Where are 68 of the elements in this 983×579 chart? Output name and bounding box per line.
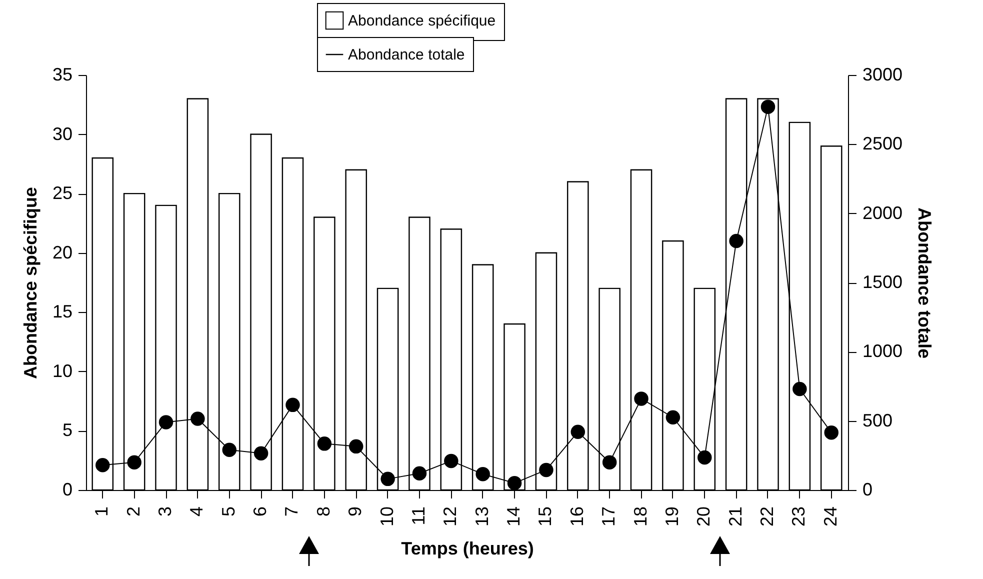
x-tick-label: 16	[566, 506, 587, 527]
y-tick-label: 15	[52, 302, 72, 322]
x-tick-label: 18	[630, 506, 650, 527]
y-tick-label: 0	[62, 480, 72, 500]
x-tick-label: 21	[725, 506, 746, 527]
x-tick-label: 12	[440, 506, 460, 527]
y2-tick-label: 500	[862, 410, 893, 430]
y-tick-label: 25	[52, 183, 72, 204]
point	[348, 439, 364, 454]
y2-tick-label: 2000	[862, 202, 903, 223]
x-tick-label: 17	[598, 506, 619, 527]
y2-tick-label: 1500	[862, 272, 903, 292]
point	[824, 425, 838, 440]
x-tick-label: 20	[694, 506, 714, 527]
point	[444, 454, 458, 468]
x-axis-title: Temps (heures)	[401, 538, 534, 559]
x-tick-label: 10	[376, 506, 397, 527]
y-axis-title: Abondance spécifique	[20, 186, 40, 380]
x-tick-label: 23	[788, 506, 809, 527]
point	[476, 466, 490, 482]
point	[286, 398, 300, 412]
point	[698, 450, 712, 465]
x-tick-label: 4	[186, 506, 207, 517]
x-tick-label: 22	[757, 506, 777, 527]
y2-tick-label: 0	[862, 480, 873, 500]
x-tick-label: 2	[123, 506, 144, 517]
y-tick-label: 30	[52, 124, 72, 144]
y2-axis-title: Abondance totale	[914, 207, 935, 359]
y-tick-label: 35	[52, 64, 72, 84]
point	[380, 472, 395, 486]
point	[760, 100, 776, 114]
point	[158, 415, 174, 430]
x-tick-label: 13	[472, 506, 492, 527]
point	[539, 462, 554, 478]
point	[222, 442, 236, 457]
x-tick-label: 6	[250, 506, 270, 517]
point	[570, 424, 586, 440]
x-tick-label: 3	[155, 506, 175, 517]
x-tick-label: 14	[504, 506, 524, 527]
point	[666, 410, 680, 424]
x-tick-label: 5	[218, 506, 238, 517]
legend-label: Abondance totale	[348, 46, 465, 64]
point	[317, 436, 332, 451]
x-tick-label: 24	[820, 506, 840, 527]
x-tick-label: 8	[313, 506, 334, 517]
y-tick-label: 5	[62, 420, 72, 440]
x-tick-label: 9	[345, 506, 366, 517]
x-tick-label: 15	[535, 506, 556, 527]
point	[729, 234, 744, 248]
x-tick-label: 11	[408, 506, 428, 526]
x-tick-label: 7	[282, 506, 302, 517]
point	[96, 458, 110, 472]
legend-label: Abondance spécifique	[348, 12, 496, 30]
y-tick-label: 20	[52, 242, 72, 262]
y2-tick-label: 1000	[862, 341, 903, 362]
point	[602, 455, 617, 470]
point	[792, 382, 807, 396]
point	[507, 476, 522, 490]
y2-tick-label: 2500	[862, 134, 903, 154]
point	[190, 412, 205, 426]
point	[254, 446, 268, 460]
y-tick-label: 10	[52, 360, 72, 381]
point	[634, 392, 648, 406]
point	[412, 466, 427, 481]
x-tick-label: 1	[92, 506, 112, 517]
point	[127, 455, 142, 470]
x-tick-label: 19	[662, 506, 682, 527]
y2-tick-label: 3000	[862, 64, 903, 84]
